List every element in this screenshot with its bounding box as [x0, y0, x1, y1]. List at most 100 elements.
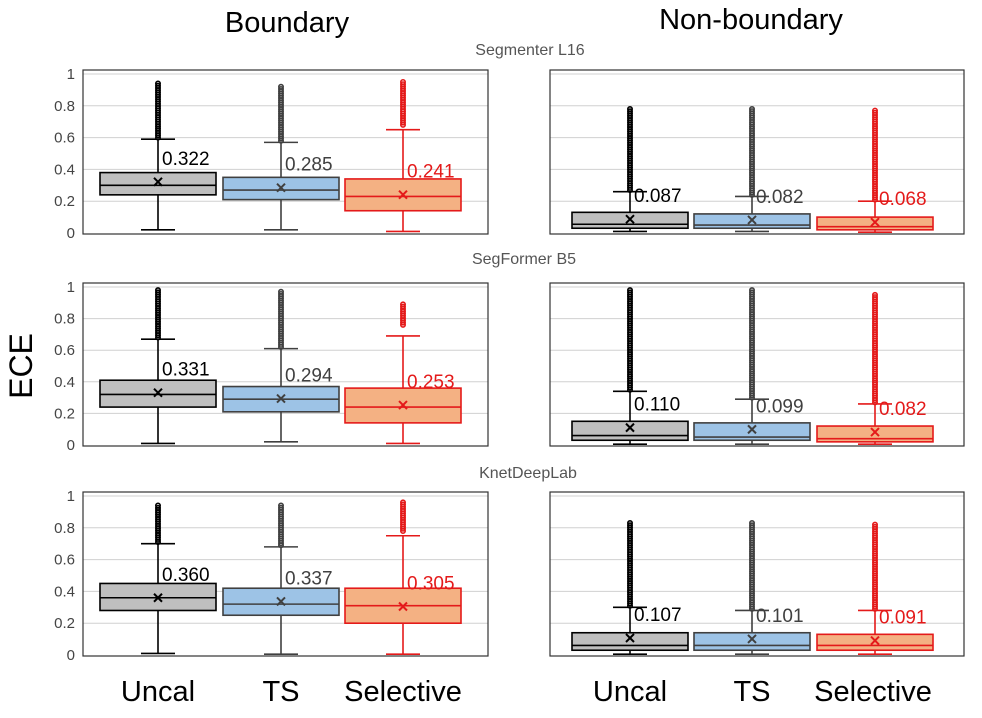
plot-frame — [549, 69, 965, 235]
y-tick-label: 0.6 — [54, 552, 75, 569]
y-tick-label: 1 — [67, 66, 75, 83]
y-tick-label: 0.6 — [54, 130, 75, 147]
plot-frame — [82, 491, 489, 657]
y-tick-label: 0.4 — [54, 161, 75, 178]
y-tick-label: 0.2 — [54, 193, 75, 210]
mean-label: 0.241 — [407, 162, 455, 183]
y-tick-label: 0.2 — [54, 615, 75, 632]
mean-label: 0.294 — [285, 366, 333, 387]
category-label-selective-left: Selective — [344, 676, 462, 708]
box-iqr — [693, 631, 811, 652]
outlier-point — [277, 288, 284, 295]
mean-marker — [625, 633, 635, 643]
mean-marker — [398, 189, 408, 200]
mean-marker — [398, 400, 408, 410]
mean-label: 0.322 — [162, 149, 210, 170]
box-iqr — [99, 171, 217, 196]
box-uncal: 0.360 — [99, 502, 217, 655]
box-ts: 0.101 — [693, 520, 811, 656]
outlier-point — [155, 504, 162, 511]
y-tick-label: 0.4 — [54, 583, 75, 600]
panel-segformer-b5-boundary: 0 0.2 0.4 0.6 0.8 1 0.331 0.294 0.253 — [54, 279, 489, 454]
mean-marker — [153, 177, 163, 187]
outlier-point — [155, 287, 162, 294]
category-label-ts-left: TS — [262, 676, 299, 708]
column-title-nonboundary: Non-boundary — [659, 4, 843, 36]
mean-marker — [747, 215, 757, 225]
outlier-point — [626, 108, 633, 115]
row-title-segmenter: Segmenter L16 — [475, 42, 585, 59]
panel-segformer-b5-non-boundary: 0.110 0.099 0.082 — [549, 282, 965, 447]
box-selective: 0.082 — [816, 291, 934, 446]
box-selective: 0.253 — [344, 301, 462, 445]
y-tick-label: 1 — [67, 279, 75, 296]
outlier-point — [399, 303, 406, 310]
box-iqr — [571, 631, 689, 652]
mean-label: 0.082 — [756, 187, 804, 208]
mean-label: 0.331 — [162, 360, 210, 381]
y-tick-label: 0 — [67, 647, 75, 664]
mean-marker — [747, 634, 757, 644]
mean-marker — [870, 217, 880, 227]
box-iqr — [571, 420, 689, 442]
y-tick-label: 0.6 — [54, 342, 75, 359]
box-selective: 0.068 — [816, 107, 934, 234]
mean-label: 0.099 — [756, 396, 804, 417]
mean-marker — [870, 635, 880, 646]
mean-marker — [870, 427, 880, 437]
outlier-point — [155, 80, 162, 87]
y-tick-label: 0.2 — [54, 405, 75, 422]
outlier-point — [626, 289, 633, 296]
column-title-boundary: Boundary — [225, 7, 350, 39]
outlier-point — [277, 83, 284, 90]
outlier-point — [748, 520, 755, 527]
box-ts: 0.285 — [222, 83, 340, 231]
mean-label: 0.285 — [285, 155, 333, 176]
mean-marker — [625, 214, 635, 224]
mean-marker — [276, 596, 286, 607]
box-uncal: 0.322 — [99, 80, 217, 231]
mean-label: 0.082 — [879, 399, 927, 420]
mean-label: 0.107 — [634, 605, 682, 626]
mean-label: 0.101 — [756, 606, 804, 627]
outlier-point — [626, 522, 633, 529]
mean-label: 0.068 — [879, 189, 927, 210]
mean-label: 0.091 — [879, 608, 927, 629]
outlier-point — [871, 291, 878, 298]
outlier-point — [626, 287, 633, 294]
outlier-point — [748, 105, 755, 112]
box-ts: 0.099 — [693, 287, 811, 446]
row-title-segformer: SegFormer B5 — [472, 251, 576, 268]
plot-frame — [82, 282, 489, 447]
outlier-point — [399, 301, 406, 308]
y-tick-label: 1 — [67, 488, 75, 505]
outlier-point — [155, 289, 162, 296]
panel-segmenter-l16-boundary: 0 0.2 0.4 0.6 0.8 1 0.322 0.285 0.241 — [54, 66, 489, 242]
y-tick-label: 0.8 — [54, 311, 75, 328]
y-tick-label: 0.8 — [54, 520, 75, 537]
box-uncal: 0.087 — [571, 105, 689, 233]
outlier-point — [748, 108, 755, 115]
outlier-point — [399, 81, 406, 88]
box-ts: 0.294 — [222, 288, 340, 443]
mean-label: 0.360 — [162, 565, 210, 586]
box-selective: 0.091 — [816, 521, 934, 656]
outlier-point — [399, 499, 406, 506]
outlier-point — [871, 109, 878, 116]
outlier-point — [155, 502, 162, 509]
outlier-point — [277, 502, 284, 509]
outlier-point — [277, 290, 284, 297]
row-title-knetdeeplab: KnetDeepLab — [479, 465, 577, 482]
outlier-point — [871, 107, 878, 114]
box-ts: 0.337 — [222, 502, 340, 656]
plot-frame — [549, 491, 965, 657]
mean-label: 0.305 — [407, 574, 455, 595]
panel-knetdeeplab-non-boundary: 0.107 0.101 0.091 — [549, 491, 965, 657]
mean-label: 0.110 — [634, 395, 680, 416]
mean-label: 0.337 — [285, 568, 333, 589]
outlier-point — [626, 105, 633, 112]
category-label-ts-right: TS — [733, 676, 770, 708]
mean-label: 0.087 — [634, 186, 682, 207]
mean-marker — [153, 387, 163, 398]
box-uncal: 0.331 — [99, 287, 217, 445]
